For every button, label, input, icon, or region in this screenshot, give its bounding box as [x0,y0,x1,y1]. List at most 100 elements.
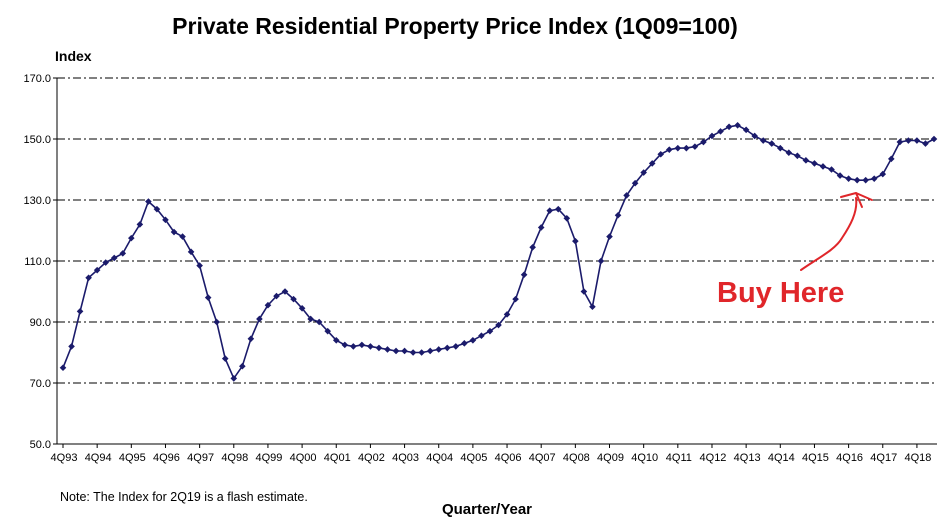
data-point [546,207,554,214]
data-point [401,347,408,355]
data-point [443,344,451,352]
x-tick-label: 4Q95 [119,452,146,464]
x-tick-label: 4Q98 [221,452,248,464]
data-point [162,216,169,224]
data-point [572,237,579,245]
gridlines [57,77,937,384]
data-point [657,150,665,158]
data-point [307,315,314,323]
y-tick-label: 50.0 [30,439,51,451]
data-point [136,221,144,228]
data-point [486,327,494,335]
data-point [776,144,784,152]
data-point [913,137,921,144]
data-point [461,340,468,347]
data-point [759,137,767,144]
x-tick-label: 4Q99 [255,452,282,464]
data-point [230,375,238,382]
data-point [128,234,135,242]
x-tick-label: 4Q13 [734,452,761,464]
x-tick-label: 4Q08 [563,452,590,464]
y-axis-label: Index [55,48,92,64]
data-point [700,138,707,146]
data-point [221,355,229,362]
data-point [153,205,161,213]
data-point [350,343,357,350]
data-point [187,248,195,256]
data-point [93,266,101,274]
data-point [631,179,639,187]
y-axis-ticks: 50.0 70.0 90.0 110.0 130.0 150.0 170.0 [23,73,57,451]
data-point [409,349,417,356]
data-point [503,311,511,318]
y-tick-label: 130.0 [23,195,51,207]
data-series [59,121,938,382]
data-point [665,146,673,153]
data-point [119,250,127,257]
data-point [537,224,545,231]
data-point [469,337,477,344]
data-point [683,144,690,152]
x-tick-label: 4Q04 [426,452,453,464]
data-point [751,132,758,140]
data-point [862,176,869,184]
annotation-arrowhead [840,192,873,208]
data-point [204,294,212,301]
x-tick-label: 4Q93 [51,452,78,464]
data-point [290,295,297,303]
data-point [589,303,596,311]
data-point [384,346,391,353]
data-point [273,292,280,300]
data-point [845,175,852,182]
chart-note: Note: The Index for 2Q19 is a flash esti… [60,490,308,504]
data-point [392,347,400,355]
data-point [358,341,366,349]
data-point [256,315,263,323]
data-point [870,175,878,182]
x-tick-label: 4Q16 [836,452,863,464]
data-point [247,335,255,343]
x-tick-label: 4Q15 [802,452,829,464]
data-point [853,176,861,184]
y-tick-label: 90.0 [30,317,51,329]
data-point [691,143,699,150]
data-point [597,257,605,265]
data-point [367,343,374,350]
data-point [59,364,67,372]
data-point [145,198,152,205]
chart-title: Private Residential Property Price Index… [172,13,738,39]
data-point [264,301,272,309]
x-tick-label: 4Q11 [666,452,692,464]
y-tick-label: 170.0 [23,73,51,85]
data-point [529,243,536,251]
data-point [179,233,186,240]
data-point [614,211,622,219]
data-point [563,215,571,222]
data-point [922,140,929,147]
data-point [85,274,92,282]
data-point [640,169,647,176]
data-point [554,205,562,213]
data-point [606,233,613,240]
data-point [725,123,733,131]
data-point [495,321,502,329]
data-point [879,170,887,178]
data-point [315,318,323,326]
data-point [298,304,306,312]
data-point [170,228,178,236]
x-axis-label: Quarter/Year [442,501,532,518]
data-point [435,346,443,353]
y-tick-label: 150.0 [23,134,51,146]
data-point [332,337,340,344]
x-tick-label: 4Q17 [870,452,897,464]
x-tick-label: 4Q12 [700,452,727,464]
data-point [802,157,810,164]
data-point [742,126,750,134]
x-tick-label: 4Q05 [460,452,487,464]
data-point [281,288,289,295]
data-point [785,149,793,157]
data-point [734,121,741,129]
data-point [580,288,588,295]
y-tick-label: 110.0 [24,256,51,268]
